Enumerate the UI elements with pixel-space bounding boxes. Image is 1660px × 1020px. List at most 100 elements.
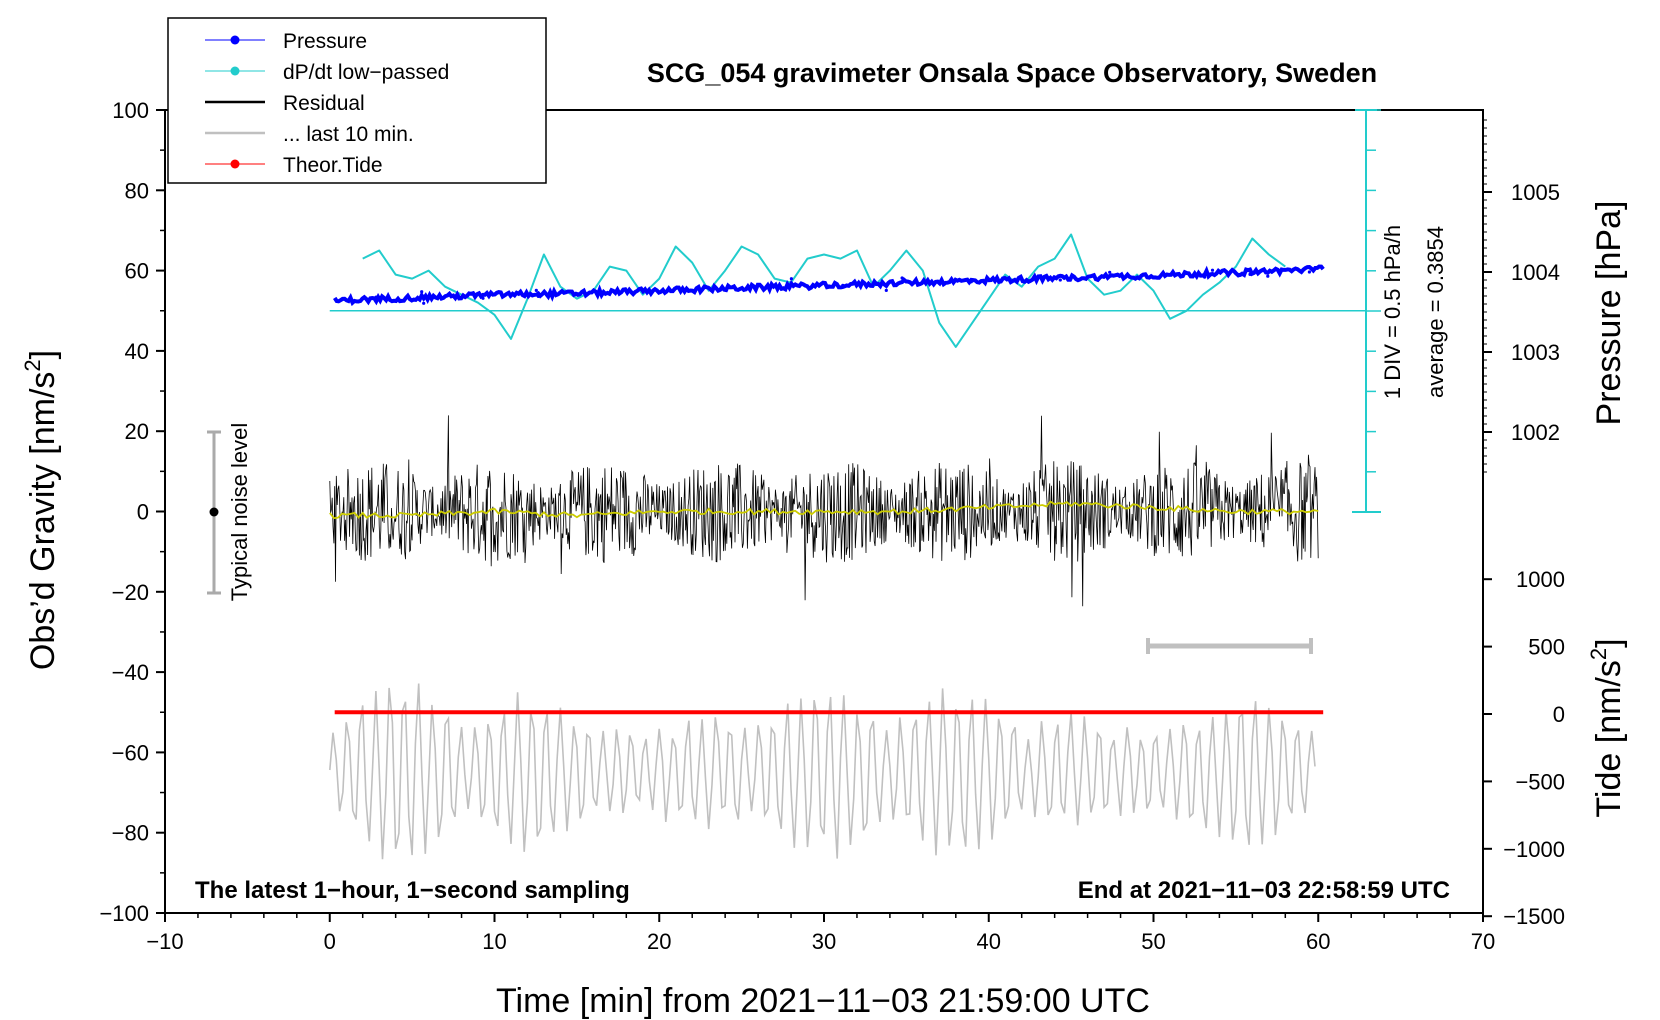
pressure-tick-label: 1004 — [1511, 260, 1560, 285]
pressure-sample — [1052, 276, 1056, 280]
tide-tick-label: 1000 — [1516, 567, 1565, 592]
dpdt-scale-label: 1 DIV = 0.5 hPa/h — [1380, 225, 1405, 399]
legend-items: Pressure dP/dt low−passed Residual ... last… — [205, 30, 449, 177]
pressure-axis-ticks: 1005 1004 1003 1002 — [1483, 119, 1560, 473]
noise-label: Typical noise level — [227, 423, 252, 602]
x-tick-label: 50 — [1141, 929, 1165, 954]
tide-label-sup: 2 — [1586, 648, 1611, 660]
x-tick-label: −10 — [146, 929, 183, 954]
legend-label: ... last 10 min. — [283, 123, 414, 146]
tide-label-end: ] — [1590, 638, 1628, 647]
series-last-10-min — [329, 683, 1316, 860]
tide-tick-label: 500 — [1528, 635, 1565, 660]
legend-swatch-dot — [230, 66, 240, 76]
pressure-sample — [1203, 275, 1207, 279]
pressure-sample — [1246, 268, 1250, 273]
pressure-sample — [1210, 268, 1215, 272]
series-residual-smoothed — [329, 500, 1319, 520]
legend-swatch-dot — [230, 35, 240, 45]
y-left-axis-label: Obs’d Gravity [nm/s2] — [20, 350, 62, 670]
y-left-tick-label: −100 — [99, 901, 149, 926]
y-left-tick-label: 60 — [125, 259, 149, 284]
x-axis-ticks: −10 0 10 20 30 40 50 60 70 — [146, 913, 1495, 954]
x-tick-label: 60 — [1306, 929, 1330, 954]
pressure-sample — [1266, 274, 1270, 278]
y-left-label-sup: 2 — [20, 359, 45, 371]
y-left-label-end: ] — [24, 350, 62, 359]
x-tick-label: 0 — [324, 929, 336, 954]
pressure-sample — [481, 296, 485, 300]
pressure-sample — [534, 288, 538, 292]
pressure-sample — [576, 292, 580, 296]
last-10-min-bar — [1146, 638, 1313, 654]
y-left-tick-label: −80 — [112, 821, 149, 846]
end-time-note: End at 2021−11−03 22:58:59 UTC — [1078, 877, 1450, 904]
pressure-sample — [1236, 274, 1240, 278]
pressure-sample — [420, 290, 424, 294]
y-left-tick-label: 80 — [125, 178, 149, 203]
tide-label-text: Tide [nm/s — [1590, 660, 1628, 817]
tide-axis-ticks: 1000 500 0 −500 −1000 −1500 — [1483, 567, 1565, 929]
pressure-sample — [422, 301, 426, 305]
legend-label: Residual — [283, 92, 365, 115]
tide-tick-label: −1000 — [1503, 837, 1565, 862]
pressure-sample — [536, 294, 540, 298]
x-tick-label: 30 — [812, 929, 836, 954]
legend: Pressure dP/dt low−passed Residual ... last… — [167, 17, 547, 184]
y-left-label-text: Obs’d Gravity [nm/s — [24, 372, 62, 671]
pressure-sample — [374, 295, 378, 299]
tide-tick-label: 0 — [1553, 702, 1565, 727]
dpdt-scale-ticks — [1352, 109, 1381, 513]
pressure-sample — [841, 283, 845, 287]
legend-label: dP/dt low−passed — [283, 61, 449, 84]
legend-label: Theor.Tide — [283, 154, 383, 177]
pressure-sample — [1033, 274, 1037, 278]
pressure-axis-label: Pressure [hPa] — [1590, 201, 1628, 426]
dpdt-average-label: average = 0.3854 — [1423, 226, 1448, 398]
y-left-tick-label: 100 — [112, 98, 149, 123]
legend-box — [167, 17, 547, 184]
y-left-tick-label: 20 — [125, 419, 149, 444]
pressure-sample — [1108, 270, 1112, 274]
pressure-sample — [884, 288, 888, 292]
series-dpdt — [362, 233, 1286, 348]
sampling-note: The latest 1−hour, 1−second sampling — [195, 877, 630, 904]
x-tick-label: 20 — [647, 929, 671, 954]
pressure-sample — [827, 284, 831, 288]
y-left-tick-label: 0 — [137, 500, 149, 525]
series-residual — [329, 415, 1319, 607]
x-tick-label: 40 — [977, 929, 1001, 954]
chart-title: SCG_054 gravimeter Onsala Space Observat… — [647, 58, 1377, 88]
pressure-sample — [1248, 272, 1252, 276]
noise-center-dot — [209, 507, 219, 517]
pressure-tick-label: 1002 — [1511, 420, 1560, 445]
x-tick-label: 10 — [482, 929, 506, 954]
tide-axis-label: Tide [nm/s2] — [1586, 638, 1628, 817]
pressure-sample — [789, 277, 794, 281]
pressure-sample — [645, 288, 649, 293]
y-left-tick-label: −20 — [112, 580, 149, 605]
pressure-sample — [685, 287, 689, 291]
x-tick-label: 70 — [1471, 929, 1495, 954]
pressure-sample — [1307, 270, 1311, 274]
pressure-tick-label: 1005 — [1511, 180, 1560, 205]
pressure-sample — [900, 276, 904, 280]
pressure-tick-label: 1003 — [1511, 340, 1560, 365]
dpdt-scale: 1 DIV = 0.5 hPa/h average = 0.3854 — [1352, 109, 1448, 513]
noise-indicator: Typical noise level — [207, 423, 252, 602]
pressure-sample — [1058, 278, 1062, 282]
legend-label: Pressure — [283, 30, 367, 53]
x-axis-label: Time [min] from 2021−11−03 21:59:00 UTC — [496, 982, 1150, 1020]
pressure-sample — [777, 286, 782, 290]
y-left-tick-label: −60 — [112, 740, 149, 765]
y-left-tick-label: 40 — [125, 339, 149, 364]
pressure-sample — [613, 289, 618, 293]
series-layer — [329, 233, 1366, 860]
pressure-sample — [969, 280, 973, 284]
tide-tick-label: −500 — [1515, 769, 1565, 794]
legend-swatch-dot — [230, 159, 240, 169]
y-left-tick-label: −40 — [112, 660, 149, 685]
y-left-axis-ticks: 100 80 60 40 20 0 −20 −40 −60 −80 −100 — [99, 98, 165, 926]
tide-tick-label: −1500 — [1503, 904, 1565, 929]
